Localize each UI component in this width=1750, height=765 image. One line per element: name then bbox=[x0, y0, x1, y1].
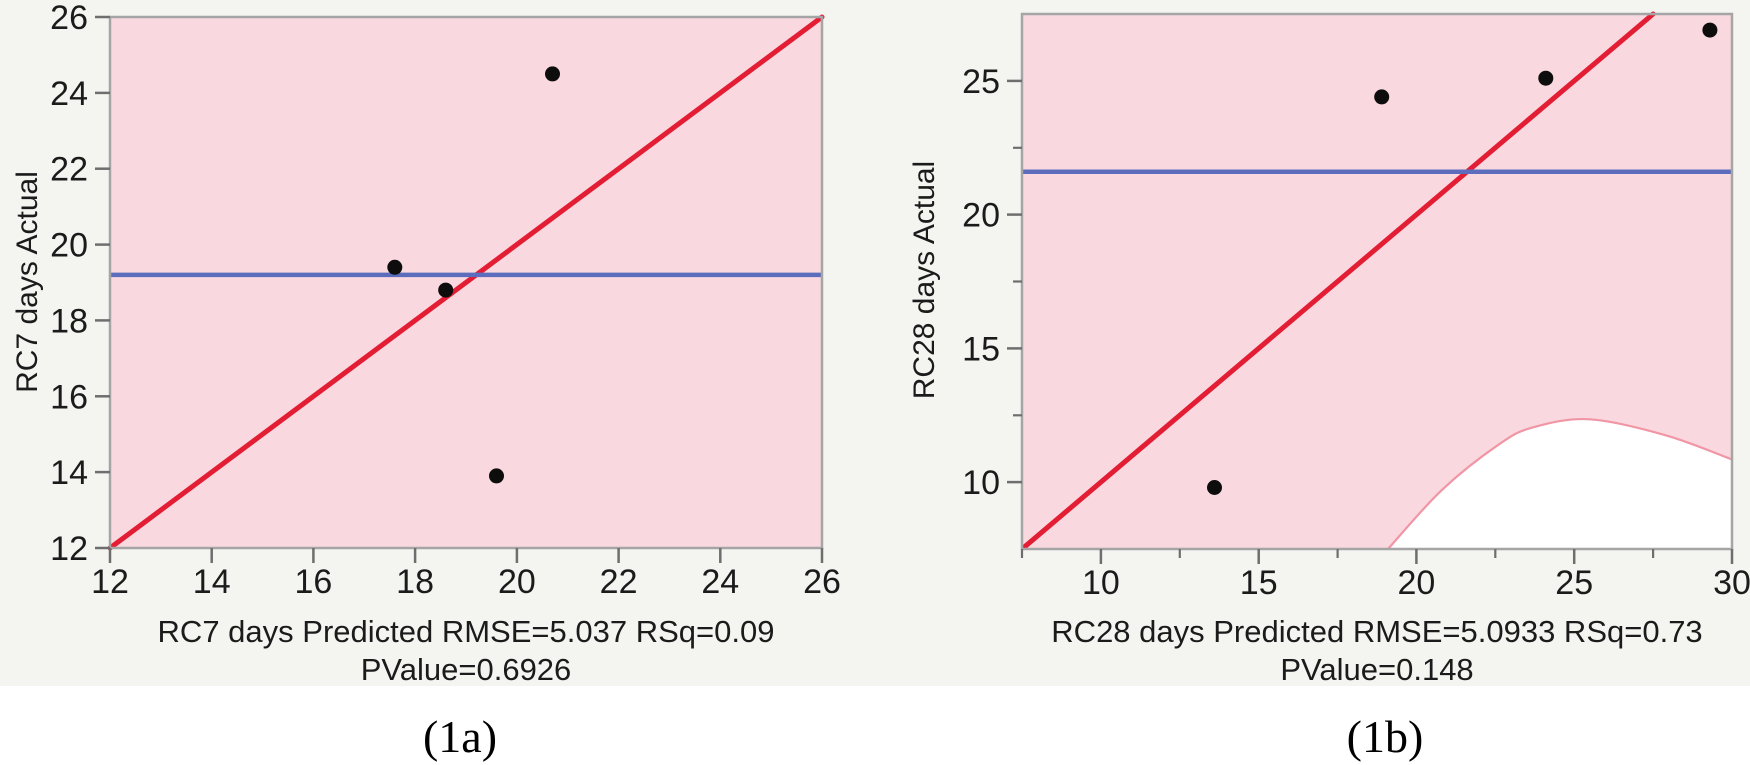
x-tick-label-1a: 20 bbox=[498, 563, 536, 601]
data-point-1b bbox=[1207, 480, 1222, 495]
x-tick-label-1a: 18 bbox=[396, 563, 434, 601]
x-tick-label-1a: 16 bbox=[294, 563, 332, 601]
x-axis-subtitle-plot-1b: PValue=0.148 bbox=[1280, 652, 1474, 687]
x-tick-label-1a: 24 bbox=[701, 563, 739, 601]
y-tick-label-1a: 24 bbox=[50, 75, 88, 113]
y-tick-label-1a: 16 bbox=[50, 378, 88, 416]
scatter-plots-canvas: 12 14 16 18 20 22 24 26 12 14 16 18 20 22 24 26 10 15 20 25… bbox=[50, 0, 1750, 602]
y-tick-label-1a: 12 bbox=[50, 530, 88, 568]
x-axis-title-plot-1a: RC7 days Predicted RMSE=5.037 RSq=0.09 bbox=[157, 614, 775, 649]
data-point-1b bbox=[1374, 89, 1390, 105]
y-tick-label-1a: 14 bbox=[50, 454, 88, 492]
y-axis-title-plot-1b: RC28 days Actual bbox=[908, 160, 941, 400]
x-tick-label-1b: 20 bbox=[1397, 564, 1435, 602]
y-tick-label-1a: 20 bbox=[50, 227, 88, 265]
y-tick-label-1b: 15 bbox=[962, 330, 1000, 368]
data-point-1b bbox=[1538, 70, 1554, 86]
data-point-1a bbox=[545, 66, 560, 82]
x-axis-title-plot-1b: RC28 days Predicted RMSE=5.0933 RSq=0.73 bbox=[1051, 614, 1703, 649]
fit-line-1b bbox=[1022, 11, 1656, 549]
plot-border-1a bbox=[108, 15, 824, 550]
y-tick-label-1a: 26 bbox=[50, 0, 88, 37]
y-tick-label-1b: 10 bbox=[962, 464, 1000, 502]
data-point-1a bbox=[387, 259, 403, 275]
x-tick-label-1b: 10 bbox=[1082, 564, 1120, 602]
y-axis-title-plot-1a: RC7 days Actual bbox=[11, 171, 44, 393]
subfigure-caption-1a: (1a) bbox=[422, 711, 498, 762]
data-point-1a bbox=[438, 282, 454, 298]
x-tick-label-1a: 22 bbox=[600, 563, 638, 601]
x-tick-label-1a: 26 bbox=[803, 563, 841, 601]
white-region-boundary-1b bbox=[1387, 417, 1733, 550]
x-axis-subtitle-plot-1a: PValue=0.6926 bbox=[360, 652, 572, 687]
y-tick-label-1b: 25 bbox=[962, 63, 1000, 101]
white-region-1b bbox=[1388, 419, 1732, 549]
x-tick-label-1b: 25 bbox=[1555, 564, 1593, 602]
x-tick-label-1b: 30 bbox=[1713, 564, 1750, 602]
y-tick-label-1b: 20 bbox=[962, 197, 1000, 235]
y-tick-label-1a: 18 bbox=[50, 302, 88, 340]
y-tick-label-1a: 22 bbox=[50, 151, 88, 189]
x-tick-label-1b: 15 bbox=[1240, 564, 1278, 602]
subfigure-caption-1b: (1b) bbox=[1346, 711, 1424, 762]
x-tick-label-1a: 12 bbox=[91, 563, 129, 601]
fit-line-1a bbox=[107, 14, 825, 551]
data-point-1a bbox=[489, 468, 504, 484]
x-tick-label-1a: 14 bbox=[193, 563, 231, 601]
data-point-1b bbox=[1702, 22, 1718, 38]
